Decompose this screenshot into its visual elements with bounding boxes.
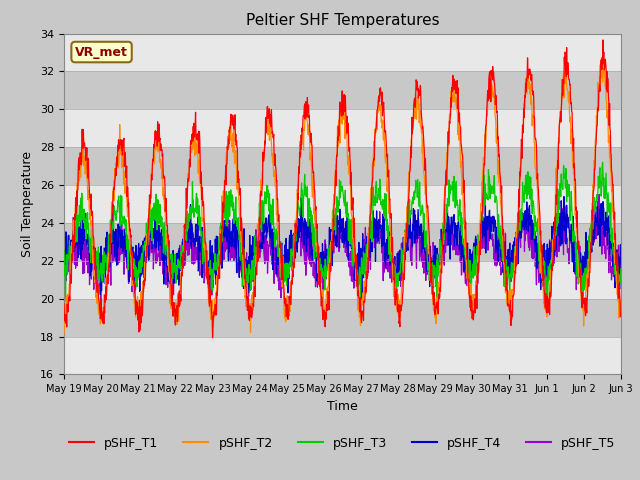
Y-axis label: Soil Temperature: Soil Temperature [22,151,35,257]
X-axis label: Time: Time [327,400,358,413]
Bar [64,261,621,299]
Text: VR_met: VR_met [75,46,128,59]
Bar [64,336,621,374]
Bar [64,109,621,147]
Legend: pSHF_T1, pSHF_T2, pSHF_T3, pSHF_T4, pSHF_T5: pSHF_T1, pSHF_T2, pSHF_T3, pSHF_T4, pSHF… [64,432,621,455]
Bar [64,185,621,223]
Title: Peltier SHF Temperatures: Peltier SHF Temperatures [246,13,439,28]
Bar [64,34,621,72]
